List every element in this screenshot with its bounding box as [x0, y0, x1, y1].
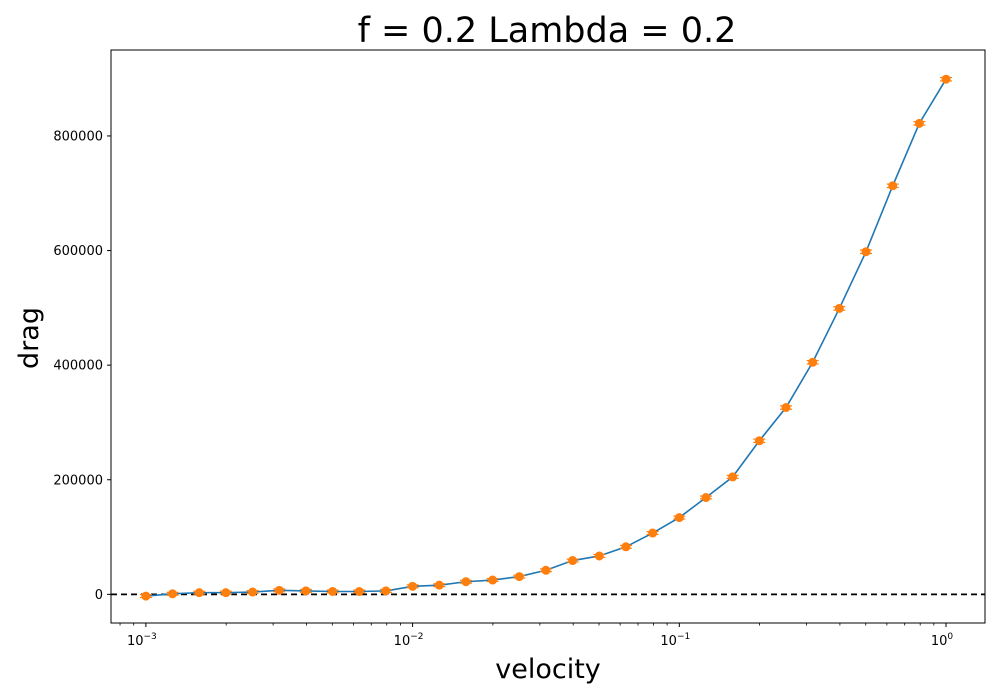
y-tick-label-0: 0 [95, 588, 103, 603]
data-point-23 [754, 436, 764, 446]
data-point-12 [461, 577, 471, 587]
data-point-18 [621, 542, 631, 552]
data-point-29 [914, 118, 924, 128]
data-point-27 [861, 247, 871, 257]
data-point-25 [808, 357, 818, 367]
series-line-0 [145, 78, 947, 597]
data-point-19 [648, 528, 658, 538]
axis-ticks: 0 200000 400000 600000 800000 10−3 10−2 10−1 100 [53, 129, 953, 649]
data-layer [139, 74, 953, 601]
data-point-7 [328, 586, 338, 596]
data-point-2 [194, 588, 204, 598]
data-point-14 [514, 572, 524, 582]
x-tick-label-1: 10−2 [394, 632, 424, 649]
data-point-9 [381, 586, 391, 596]
data-point-3 [221, 588, 231, 598]
y-tick-label-4: 800000 [53, 129, 103, 144]
data-point-4 [248, 587, 258, 597]
data-point-10 [408, 581, 418, 591]
data-point-24 [781, 403, 791, 413]
data-point-15 [541, 565, 551, 575]
data-point-30 [941, 74, 951, 84]
data-point-20 [674, 513, 684, 523]
chart-title: f = 0.2 Lambda = 0.2 [358, 11, 737, 51]
data-point-8 [354, 586, 364, 596]
data-point-5 [274, 585, 284, 595]
plot-frame [110, 49, 986, 624]
data-point-0 [141, 591, 151, 601]
x-axis-label: velocity [495, 654, 601, 685]
data-point-6 [301, 586, 311, 596]
data-point-22 [728, 472, 738, 482]
data-point-26 [834, 303, 844, 313]
data-point-16 [568, 556, 578, 566]
y-tick-label-2: 400000 [53, 359, 103, 374]
y-tick-label-3: 600000 [53, 244, 103, 259]
data-point-1 [168, 589, 178, 599]
x-tick-label-0: 10−3 [127, 632, 157, 649]
data-point-28 [888, 181, 898, 191]
data-point-13 [488, 575, 498, 585]
x-tick-label-3: 100 [931, 632, 954, 649]
data-point-11 [434, 580, 444, 590]
data-point-17 [594, 551, 604, 561]
data-point-21 [701, 493, 711, 503]
y-tick-label-1: 200000 [53, 473, 103, 488]
x-tick-label-2: 10−1 [660, 632, 690, 649]
y-axis-label: drag [14, 307, 45, 369]
